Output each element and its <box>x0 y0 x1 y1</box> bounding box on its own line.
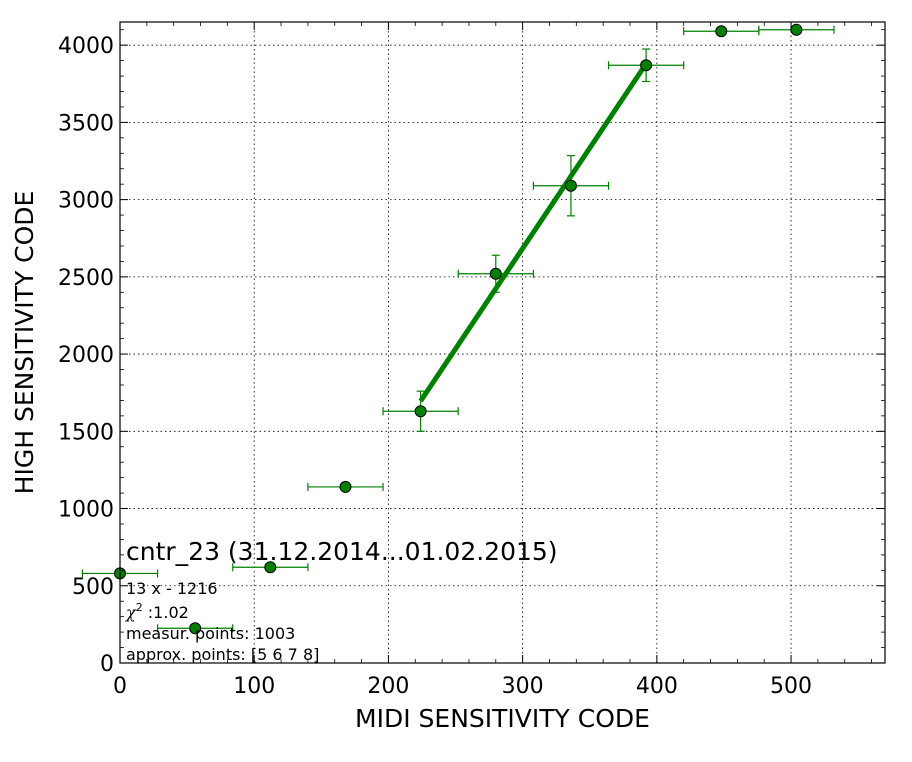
x-tick-label: 0 <box>113 674 127 699</box>
y-axis-label: HIGH SENSITIVITY CODE <box>10 191 39 495</box>
y-tick-label: 3500 <box>58 111 114 136</box>
y-tick-label: 2500 <box>58 266 114 291</box>
y-tick-label: 1500 <box>58 420 114 445</box>
x-tick-label: 100 <box>233 674 275 699</box>
annotation-header: cntr_23 (31.12.2014...01.02.2015) <box>126 537 558 566</box>
y-tick-label: 2000 <box>58 343 114 368</box>
chi-power: 2 <box>136 601 143 614</box>
annotation-measur-points: measur. points: 1003 <box>126 624 295 643</box>
data-point <box>189 622 202 635</box>
ticks <box>119 22 885 664</box>
annotations: cntr_23 (31.12.2014...01.02.2015) 13 x -… <box>125 537 558 664</box>
chi-symbol: χ <box>125 603 137 622</box>
x-tick-labels: 0 100 200 300 400 500 <box>113 674 812 699</box>
data-point <box>339 480 352 493</box>
y-tick-label: 0 <box>100 652 114 677</box>
plot-frame <box>119 21 886 664</box>
annotation-approx-points: approx. points: [5 6 7 8] <box>126 645 319 664</box>
y-tick-label: 4000 <box>58 34 114 59</box>
x-tick-label: 200 <box>367 674 409 699</box>
chi-value: :1.02 <box>143 603 189 622</box>
x-tick-label: 400 <box>636 674 678 699</box>
y-tick-label: 500 <box>72 575 114 600</box>
y-tick-label: 3000 <box>58 189 114 214</box>
data-points <box>114 23 803 635</box>
data-point <box>715 25 728 38</box>
data-point <box>264 561 277 574</box>
data-point <box>564 179 577 192</box>
grid <box>120 22 885 663</box>
x-axis-label: MIDI SENSITIVITY CODE <box>355 704 650 733</box>
fit-line <box>418 62 649 403</box>
annotation-formula: 13 x - 1216 <box>126 579 218 598</box>
y-tick-label: 1000 <box>58 498 114 523</box>
fit-line-group <box>418 62 649 403</box>
data-point <box>790 23 803 36</box>
data-point <box>489 267 502 280</box>
data-point <box>640 59 653 72</box>
x-tick-label: 500 <box>770 674 812 699</box>
y-tick-labels: 0 500 1000 1500 2000 2500 3000 3500 4000 <box>58 34 114 677</box>
annotation-chi-square: χ2 :1.02 <box>125 601 189 622</box>
data-point <box>414 405 427 418</box>
x-tick-label: 300 <box>502 674 544 699</box>
